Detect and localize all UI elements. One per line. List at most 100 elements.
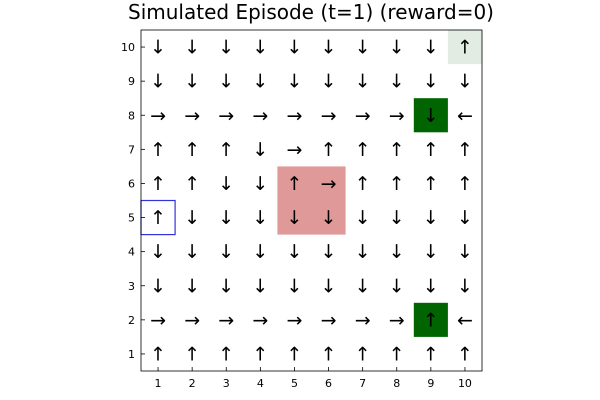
policy-arrow: ↑ xyxy=(150,343,166,365)
y-tick-label: 6 xyxy=(128,177,135,190)
policy-arrow: ↓ xyxy=(252,241,268,263)
policy-arrow: ↓ xyxy=(321,71,337,93)
policy-arrow: ↓ xyxy=(286,37,302,59)
y-tick-label: 7 xyxy=(128,143,135,156)
policy-arrow: ↑ xyxy=(321,343,337,365)
policy-arrow: ↓ xyxy=(423,37,439,59)
policy-arrow: ↑ xyxy=(355,139,371,161)
policy-arrow: → xyxy=(355,309,371,331)
policy-arrow: ↑ xyxy=(184,173,200,195)
policy-arrow: ↑ xyxy=(423,309,439,331)
policy-arrow: ↓ xyxy=(389,241,405,263)
policy-arrow: ↓ xyxy=(457,241,473,263)
policy-arrow: → xyxy=(252,309,268,331)
policy-arrow: ↓ xyxy=(355,207,371,229)
policy-arrow: ↑ xyxy=(423,343,439,365)
y-tick-label: 1 xyxy=(128,348,135,361)
policy-arrow: ↑ xyxy=(457,139,473,161)
policy-arrow: ↓ xyxy=(252,37,268,59)
y-tick-label: 5 xyxy=(128,212,135,225)
policy-arrow: ↓ xyxy=(218,241,234,263)
policy-arrow: ↑ xyxy=(457,343,473,365)
highlight-layer xyxy=(277,30,482,337)
policy-arrow: ↑ xyxy=(150,139,166,161)
policy-arrow: ↓ xyxy=(355,71,371,93)
policy-arrow: ↑ xyxy=(150,173,166,195)
policy-arrow: ↓ xyxy=(218,207,234,229)
policy-arrow: → xyxy=(321,309,337,331)
policy-arrow: ↓ xyxy=(184,275,200,297)
policy-arrow: ↓ xyxy=(184,71,200,93)
policy-arrow: → xyxy=(321,173,337,195)
policy-arrow: → xyxy=(286,139,302,161)
policy-arrow: ↓ xyxy=(252,207,268,229)
policy-arrow: → xyxy=(286,309,302,331)
policy-arrow: ↓ xyxy=(150,71,166,93)
policy-arrow: ↓ xyxy=(457,71,473,93)
policy-arrow: ↑ xyxy=(457,37,473,59)
policy-arrow: ← xyxy=(457,105,473,127)
policy-arrow: ↓ xyxy=(423,71,439,93)
policy-arrow: ↓ xyxy=(150,37,166,59)
policy-arrow: → xyxy=(218,105,234,127)
y-tick-label: 3 xyxy=(128,280,135,293)
x-tick-label: 4 xyxy=(257,377,264,390)
policy-arrow: ↑ xyxy=(218,139,234,161)
policy-arrow: ↓ xyxy=(423,105,439,127)
policy-arrow: ↑ xyxy=(184,139,200,161)
x-tick-label: 6 xyxy=(325,377,332,390)
policy-arrow: ↓ xyxy=(355,241,371,263)
policy-arrow: ↓ xyxy=(150,275,166,297)
policy-arrow: ↑ xyxy=(389,343,405,365)
policy-arrow: ↑ xyxy=(423,139,439,161)
policy-arrow: ↓ xyxy=(355,275,371,297)
policy-arrow: ↓ xyxy=(321,275,337,297)
policy-arrow: ↓ xyxy=(389,207,405,229)
policy-arrow: ↑ xyxy=(321,139,337,161)
visited-cell-highlight xyxy=(447,30,482,65)
policy-arrow: ↑ xyxy=(286,343,302,365)
policy-arrow: ↓ xyxy=(184,37,200,59)
policy-arrow: ↑ xyxy=(389,139,405,161)
policy-arrow: ↓ xyxy=(252,173,268,195)
policy-arrow: → xyxy=(150,105,166,127)
y-tick-label: 9 xyxy=(128,75,135,88)
policy-arrow: ↓ xyxy=(389,71,405,93)
y-tick-label: 4 xyxy=(128,246,135,259)
policy-arrow: ↓ xyxy=(389,275,405,297)
policy-arrow: → xyxy=(150,309,166,331)
policy-arrow: ↓ xyxy=(150,241,166,263)
policy-arrow: ↓ xyxy=(252,275,268,297)
policy-arrow: ↓ xyxy=(218,37,234,59)
policy-arrow: ← xyxy=(457,309,473,331)
policy-arrow: ↑ xyxy=(150,207,166,229)
x-tick-label: 5 xyxy=(291,377,298,390)
policy-arrow: ↑ xyxy=(184,343,200,365)
policy-arrow: ↓ xyxy=(286,71,302,93)
policy-arrow: ↓ xyxy=(423,207,439,229)
policy-arrow: ↓ xyxy=(321,37,337,59)
goal-cell-highlight xyxy=(413,302,448,337)
policy-arrow: ↓ xyxy=(457,207,473,229)
policy-arrow: ↓ xyxy=(252,71,268,93)
chart-title: Simulated Episode (t=1) (reward=0) xyxy=(128,0,494,24)
policy-arrow: → xyxy=(184,309,200,331)
policy-arrow: → xyxy=(389,309,405,331)
policy-arrow: → xyxy=(321,105,337,127)
policy-arrow: → xyxy=(389,105,405,127)
policy-arrow: ↑ xyxy=(218,343,234,365)
policy-arrow: ↓ xyxy=(457,275,473,297)
policy-arrow: ↓ xyxy=(321,207,337,229)
policy-arrow: ↑ xyxy=(457,173,473,195)
policy-arrow: ↓ xyxy=(355,37,371,59)
policy-arrow: → xyxy=(355,105,371,127)
policy-arrow: ↑ xyxy=(355,343,371,365)
trap-cell-highlight xyxy=(277,166,346,235)
policy-arrow: ↓ xyxy=(321,241,337,263)
x-tick-label: 8 xyxy=(393,377,400,390)
policy-arrow: ↑ xyxy=(355,173,371,195)
policy-arrow: ↓ xyxy=(218,275,234,297)
policy-arrow-layer: ↓ ↓ ↓ ↓ ↓ ↓ ↓ ↓ ↓ ↑ ↓ ↓ ↓ ↓ ↓ ↓ ↓ ↓ ↓ ↓ → → → → → → → → ↓ ← ↑ ↑ ↑ ↓ → ↑ ↑ ↑ ↑ ↑… xyxy=(150,37,473,366)
policy-arrow: ↓ xyxy=(218,71,234,93)
